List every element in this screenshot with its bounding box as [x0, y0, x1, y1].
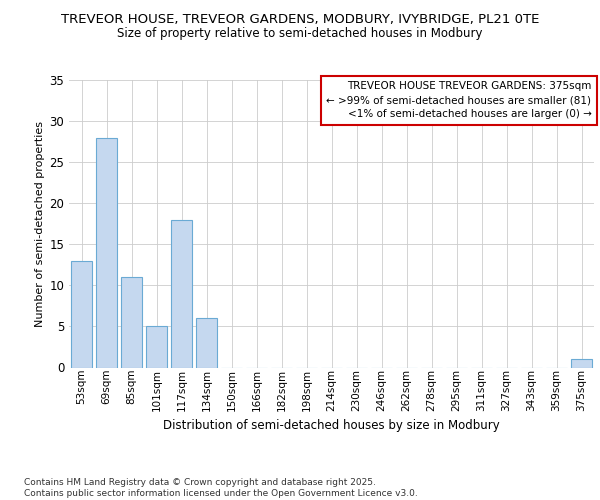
X-axis label: Distribution of semi-detached houses by size in Modbury: Distribution of semi-detached houses by …	[163, 420, 500, 432]
Bar	[571, 360, 592, 368]
Text: Contains HM Land Registry data © Crown copyright and database right 2025.
Contai: Contains HM Land Registry data © Crown c…	[24, 478, 418, 498]
Bar	[171, 220, 192, 368]
Bar	[96, 138, 117, 368]
Bar	[121, 277, 142, 368]
Text: Size of property relative to semi-detached houses in Modbury: Size of property relative to semi-detach…	[117, 28, 483, 40]
Text: TREVEOR HOUSE, TREVEOR GARDENS, MODBURY, IVYBRIDGE, PL21 0TE: TREVEOR HOUSE, TREVEOR GARDENS, MODBURY,…	[61, 12, 539, 26]
Bar	[146, 326, 167, 368]
Bar	[71, 260, 92, 368]
Text: TREVEOR HOUSE TREVEOR GARDENS: 375sqm
← >99% of semi-detached houses are smaller: TREVEOR HOUSE TREVEOR GARDENS: 375sqm ← …	[326, 82, 592, 120]
Y-axis label: Number of semi-detached properties: Number of semi-detached properties	[35, 120, 45, 327]
Bar	[196, 318, 217, 368]
